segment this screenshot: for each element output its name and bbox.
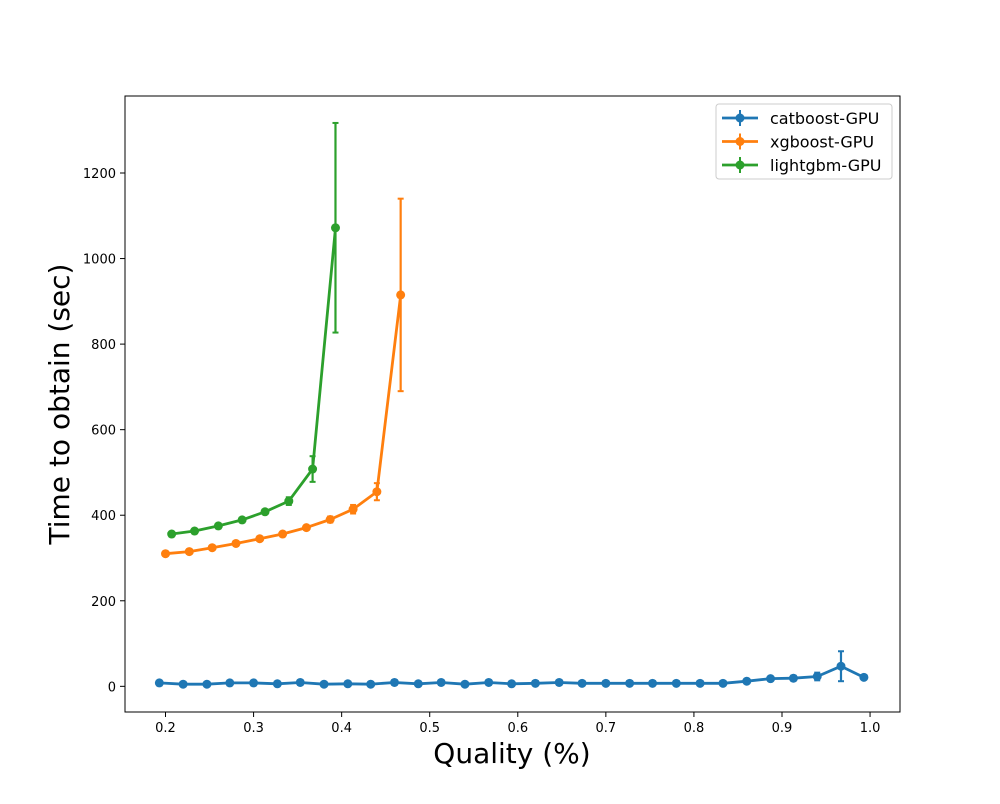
- data-point: [413, 679, 423, 689]
- data-point: [812, 671, 822, 681]
- data-point: [231, 538, 241, 548]
- y-tick-label: 800: [91, 338, 116, 353]
- data-point: [788, 673, 798, 683]
- y-tick-label: 0: [108, 680, 116, 695]
- data-point: [161, 549, 171, 559]
- x-tick-label: 0.2: [155, 721, 176, 736]
- data-point: [202, 679, 212, 689]
- data-point: [695, 678, 705, 688]
- data-point: [301, 523, 311, 533]
- data-point: [330, 223, 340, 233]
- legend-marker: [735, 160, 745, 170]
- x-tick-label: 0.7: [596, 721, 617, 736]
- data-point: [348, 504, 358, 514]
- plot-area: [154, 121, 869, 689]
- data-point: [272, 679, 282, 689]
- x-tick-label: 0.6: [507, 721, 528, 736]
- data-point: [554, 677, 564, 687]
- data-point: [648, 678, 658, 688]
- x-tick-label: 1.0: [860, 721, 881, 736]
- legend-label: catboost-GPU: [770, 109, 879, 128]
- series-xgboost-GPU: [161, 197, 406, 559]
- data-point: [255, 534, 265, 544]
- data-point: [396, 290, 406, 300]
- data-point: [260, 507, 270, 517]
- data-point: [308, 464, 318, 474]
- data-point: [766, 674, 776, 684]
- data-point: [184, 547, 194, 557]
- data-point: [742, 676, 752, 686]
- data-point: [167, 529, 177, 539]
- data-point: [436, 677, 446, 687]
- legend: catboost-GPU xgboost-GPU lightgbm-GPU: [715, 103, 893, 180]
- legend-marker: [735, 113, 745, 123]
- data-point: [284, 496, 294, 506]
- data-point: [213, 521, 223, 531]
- data-point: [671, 678, 681, 688]
- data-point: [484, 677, 494, 687]
- data-point: [343, 679, 353, 689]
- series-line: [165, 294, 403, 556]
- legend-marker: [735, 137, 745, 146]
- x-tick-label: 0.4: [331, 721, 352, 736]
- series-lightgbm-GPU: [167, 121, 340, 539]
- legend-box: [715, 103, 893, 180]
- data-point: [225, 678, 235, 688]
- y-axis-label: Time to obtain (sec): [43, 264, 76, 546]
- data-point: [460, 679, 470, 689]
- data-point: [507, 679, 517, 689]
- series-catboost-GPU: [154, 650, 869, 689]
- data-point: [325, 515, 335, 524]
- x-tick-label: 0.9: [772, 721, 793, 736]
- data-point: [319, 679, 329, 689]
- data-point: [625, 678, 635, 688]
- legend-item-catboost-GPU: catboost-GPU: [722, 109, 879, 128]
- y-tick-label: 600: [91, 424, 116, 439]
- x-axis-label: Quality (%): [433, 737, 590, 770]
- legend-label: xgboost-GPU: [770, 133, 874, 152]
- data-point: [389, 677, 399, 687]
- data-point: [178, 679, 188, 689]
- data-point: [278, 529, 288, 539]
- x-tick-label: 0.3: [243, 721, 264, 736]
- axes-frame: [124, 95, 901, 713]
- y-tick-label: 1200: [83, 167, 116, 182]
- x-axis: 0.2 0.3 0.4 0.5 0.6 0.7 0.8 0.9 1.0: [155, 712, 880, 736]
- series-line: [171, 227, 337, 536]
- data-point: [207, 543, 217, 553]
- legend-item-xgboost-GPU: xgboost-GPU: [722, 133, 874, 152]
- x-tick-label: 0.5: [419, 721, 440, 736]
- legend-label: lightgbm-GPU: [770, 156, 881, 175]
- legend-item-lightgbm-GPU: lightgbm-GPU: [722, 156, 881, 175]
- y-axis: 0 200 400 600 800 1000 1200: [83, 167, 125, 695]
- data-point: [530, 678, 540, 688]
- y-tick-label: 200: [91, 595, 116, 610]
- y-tick-label: 1000: [83, 253, 116, 268]
- data-point: [237, 515, 247, 525]
- data-point: [372, 487, 382, 497]
- y-tick-label: 400: [91, 509, 116, 524]
- data-point: [295, 677, 305, 687]
- data-point: [366, 679, 376, 689]
- x-tick-label: 0.8: [684, 721, 705, 736]
- data-point: [190, 526, 200, 536]
- data-point: [249, 678, 259, 688]
- data-point: [154, 678, 164, 688]
- data-point: [601, 678, 611, 688]
- data-point: [859, 672, 869, 682]
- data-point: [577, 678, 587, 688]
- data-point: [836, 661, 846, 671]
- data-point: [718, 678, 728, 688]
